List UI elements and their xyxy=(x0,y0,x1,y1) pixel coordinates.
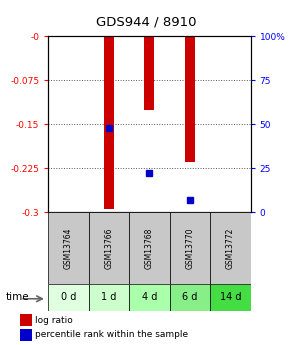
Text: percentile rank within the sample: percentile rank within the sample xyxy=(35,331,188,339)
Bar xyxy=(48,212,89,284)
Bar xyxy=(185,36,195,162)
Text: GSM13764: GSM13764 xyxy=(64,227,73,269)
Text: time: time xyxy=(6,292,30,302)
Bar xyxy=(89,212,129,284)
Bar xyxy=(144,36,154,109)
Text: 4 d: 4 d xyxy=(142,292,157,302)
Bar xyxy=(129,212,170,284)
Bar xyxy=(20,314,32,326)
Bar xyxy=(104,36,114,209)
Text: GSM13772: GSM13772 xyxy=(226,227,235,268)
Text: log ratio: log ratio xyxy=(35,316,73,325)
Text: 6 d: 6 d xyxy=(182,292,197,302)
Text: 1 d: 1 d xyxy=(101,292,117,302)
Bar xyxy=(210,212,251,284)
Bar xyxy=(170,284,210,310)
Text: GDS944 / 8910: GDS944 / 8910 xyxy=(96,16,197,29)
Text: GSM13768: GSM13768 xyxy=(145,227,154,268)
Bar xyxy=(210,284,251,310)
Bar xyxy=(129,284,170,310)
Text: GSM13766: GSM13766 xyxy=(105,227,113,269)
Bar xyxy=(20,329,32,341)
Bar xyxy=(48,284,89,310)
Text: GSM13770: GSM13770 xyxy=(185,227,194,269)
Text: 14 d: 14 d xyxy=(219,292,241,302)
Bar xyxy=(89,284,129,310)
Bar xyxy=(170,212,210,284)
Text: 0 d: 0 d xyxy=(61,292,76,302)
